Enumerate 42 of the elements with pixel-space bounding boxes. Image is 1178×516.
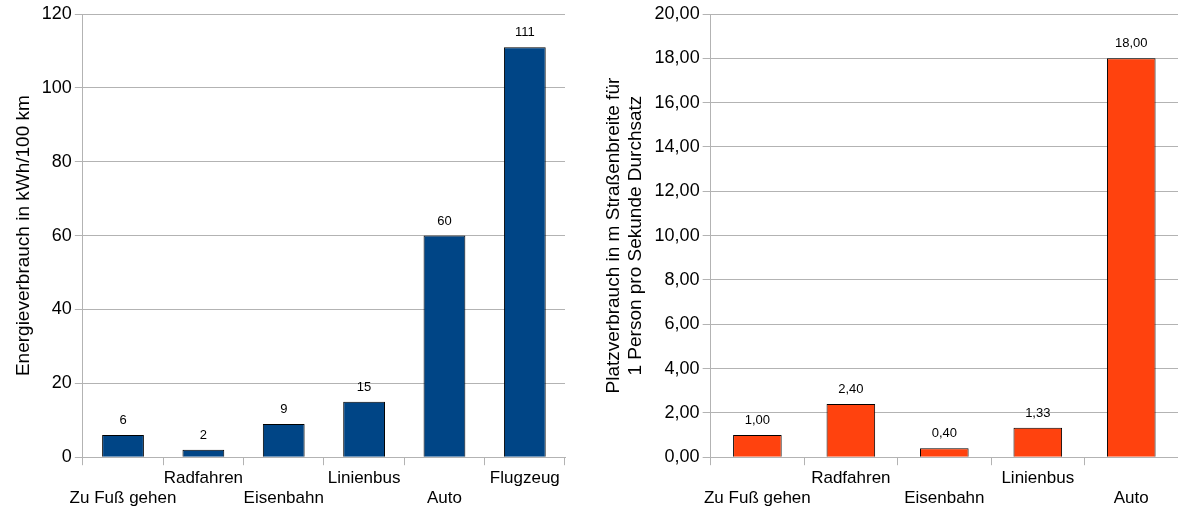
y-tick-label: 6,00: [664, 313, 700, 334]
y-tick-label: 10,00: [654, 224, 700, 245]
x-tick-label: Zu Fuß gehen: [703, 488, 811, 508]
y-tick-label: 12,00: [654, 180, 700, 201]
y-tick-label: 4,00: [664, 357, 700, 378]
data-label: 9: [280, 401, 288, 417]
y-tick-label: 8,00: [664, 268, 700, 289]
y-tick-label: 40: [51, 298, 72, 319]
data-label: 0,40: [931, 425, 957, 441]
data-label: 6: [119, 412, 127, 428]
x-tick-label: Linienbus: [327, 468, 401, 488]
data-label: 2,40: [838, 381, 864, 397]
x-tick-label: Eisenbahn: [904, 488, 985, 508]
x-tick-label: Eisenbahn: [243, 488, 324, 508]
y-tick-label: 14,00: [654, 135, 700, 156]
y-tick-label: 0,00: [664, 446, 700, 467]
x-tick-label: Auto: [1113, 488, 1149, 508]
y-tick-label: 120: [41, 2, 72, 23]
y-axis-title: Platzverbrauch in m Straßenbreite für 1 Person pro Sekunde Durchsatz: [601, 77, 646, 394]
x-tick-label: Flugzeug: [489, 468, 560, 488]
y-axis-title: Energieverbrauch in kWh/100 km: [11, 95, 33, 377]
y-tick-label: 0: [61, 446, 72, 467]
data-label: 111: [514, 24, 535, 40]
y-tick-label: 16,00: [654, 91, 700, 112]
data-label: 2: [199, 426, 207, 442]
y-tick-label: 60: [51, 224, 72, 245]
data-label: 1,00: [744, 412, 771, 428]
y-tick-label: 100: [41, 76, 72, 97]
data-label: 60: [437, 212, 452, 228]
y-tick-label: 20: [51, 372, 72, 393]
x-tick-label: Auto: [426, 488, 462, 508]
y-tick-label: 18,00: [654, 47, 700, 68]
y-tick-label: 2,00: [664, 401, 700, 422]
y-tick-label: 20,00: [654, 2, 700, 23]
x-tick-label: Linienbus: [1001, 468, 1075, 488]
data-label: 15: [356, 378, 372, 394]
x-tick-label: Zu Fuß gehen: [69, 488, 177, 508]
data-label: 1,33: [1025, 404, 1051, 420]
x-tick-label: Radfahren: [163, 468, 244, 488]
y-tick-label: 80: [51, 150, 72, 171]
x-tick-label: Radfahren: [811, 468, 891, 488]
data-label: 18,00: [1114, 35, 1148, 51]
